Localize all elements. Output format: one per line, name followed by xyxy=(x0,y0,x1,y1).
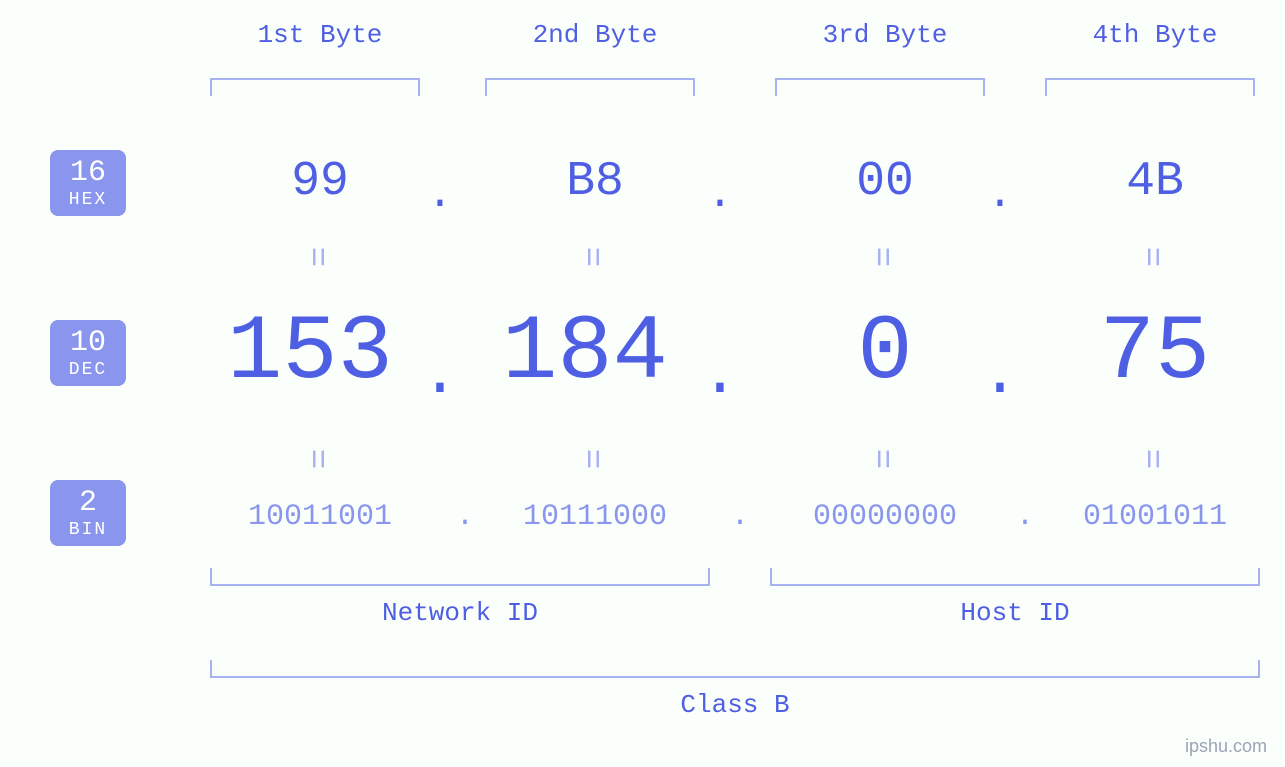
bin-byte-1: 10011001 xyxy=(195,500,445,534)
host-id-bracket xyxy=(770,568,1260,586)
dec-byte-1: 153 xyxy=(185,300,435,405)
class-bracket xyxy=(210,660,1260,678)
watermark: ipshu.com xyxy=(1185,736,1267,757)
equals-hex-dec-3: = xyxy=(861,247,899,267)
hex-byte-2: B8 xyxy=(480,155,710,209)
dec-dot-1: . xyxy=(420,340,460,412)
hex-byte-4: 4B xyxy=(1040,155,1270,209)
equals-hex-dec-1: = xyxy=(296,247,334,267)
byte-header-1: 1st Byte xyxy=(205,20,435,50)
network-id-label: Network ID xyxy=(210,598,710,628)
bin-badge-label: BIN xyxy=(50,520,126,540)
class-label: Class B xyxy=(210,690,1260,720)
equals-dec-bin-1: = xyxy=(296,449,334,469)
dec-badge-label: DEC xyxy=(50,360,126,380)
byte-header-4: 4th Byte xyxy=(1040,20,1270,50)
top-bracket-1 xyxy=(210,78,420,96)
host-id-label: Host ID xyxy=(770,598,1260,628)
bin-byte-2: 10111000 xyxy=(470,500,720,534)
hex-dot-3: . xyxy=(980,170,1020,220)
equals-hex-dec-2: = xyxy=(571,247,609,267)
bin-badge-num: 2 xyxy=(50,488,126,518)
hex-byte-3: 00 xyxy=(770,155,1000,209)
equals-dec-bin-2: = xyxy=(571,449,609,469)
bin-byte-3: 00000000 xyxy=(760,500,1010,534)
bin-byte-4: 01001011 xyxy=(1030,500,1280,534)
top-bracket-4 xyxy=(1045,78,1255,96)
network-id-bracket xyxy=(210,568,710,586)
dec-byte-3: 0 xyxy=(770,300,1000,405)
top-bracket-2 xyxy=(485,78,695,96)
bin-badge: 2 BIN xyxy=(50,480,126,546)
dec-dot-3: . xyxy=(980,340,1020,412)
hex-badge-num: 16 xyxy=(50,158,126,188)
hex-byte-1: 99 xyxy=(205,155,435,209)
byte-header-3: 3rd Byte xyxy=(770,20,1000,50)
dec-badge-num: 10 xyxy=(50,328,126,358)
equals-hex-dec-4: = xyxy=(1131,247,1169,267)
hex-dot-2: . xyxy=(700,170,740,220)
dec-dot-2: . xyxy=(700,340,740,412)
dec-badge: 10 DEC xyxy=(50,320,126,386)
hex-dot-1: . xyxy=(420,170,460,220)
bin-dot-2: . xyxy=(720,500,760,534)
byte-header-2: 2nd Byte xyxy=(480,20,710,50)
dec-byte-2: 184 xyxy=(460,300,710,405)
top-bracket-3 xyxy=(775,78,985,96)
hex-badge: 16 HEX xyxy=(50,150,126,216)
hex-badge-label: HEX xyxy=(50,190,126,210)
equals-dec-bin-3: = xyxy=(861,449,899,469)
dec-byte-4: 75 xyxy=(1040,300,1270,405)
equals-dec-bin-4: = xyxy=(1131,449,1169,469)
